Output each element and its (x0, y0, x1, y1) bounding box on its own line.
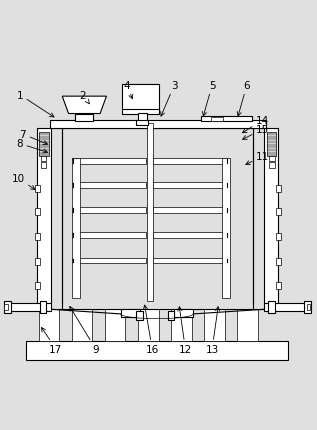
Text: 9: 9 (70, 307, 99, 354)
Bar (222, 158, 230, 298)
Bar (4, 301, 11, 313)
Bar (72, 233, 146, 239)
Bar (39, 310, 59, 341)
Text: 5: 5 (203, 81, 216, 117)
Bar (105, 310, 125, 341)
Bar (153, 258, 227, 264)
Bar (264, 129, 278, 305)
Bar (72, 158, 80, 298)
Text: 8: 8 (16, 139, 48, 154)
Bar (35, 208, 40, 215)
Bar (275, 233, 281, 240)
Text: 14: 14 (243, 116, 269, 133)
Bar (153, 208, 227, 213)
Bar (40, 301, 47, 313)
Bar (275, 282, 281, 289)
Bar (138, 113, 147, 122)
Text: 17: 17 (42, 328, 62, 354)
Bar (26, 341, 288, 360)
Text: 4: 4 (124, 81, 133, 99)
Bar (122, 110, 158, 114)
Text: 6: 6 (237, 81, 250, 117)
Bar (237, 310, 258, 341)
Bar (72, 208, 146, 213)
Bar (269, 163, 275, 169)
Text: 11: 11 (246, 152, 269, 165)
Bar (72, 258, 146, 264)
Bar (153, 233, 227, 239)
Bar (275, 186, 281, 193)
Bar (121, 310, 139, 317)
Bar (35, 186, 40, 193)
Text: 3: 3 (161, 81, 178, 117)
Bar (153, 183, 227, 188)
Bar (210, 118, 223, 122)
Bar (201, 117, 252, 122)
Text: 13: 13 (205, 307, 220, 354)
Bar (72, 183, 146, 188)
Bar (275, 208, 281, 215)
Bar (35, 258, 40, 265)
Bar (72, 159, 146, 165)
Bar (267, 133, 276, 157)
Bar (35, 282, 40, 289)
Bar (4, 305, 8, 310)
Bar (168, 311, 174, 320)
Text: 7: 7 (19, 130, 48, 145)
Bar (50, 120, 266, 129)
Bar (72, 310, 92, 341)
Bar (307, 305, 310, 310)
Bar (41, 163, 47, 169)
Bar (264, 303, 310, 311)
Bar (153, 159, 227, 165)
Text: 15: 15 (243, 125, 269, 140)
Text: 2: 2 (80, 90, 89, 104)
Bar (41, 157, 47, 162)
Text: 16: 16 (143, 305, 159, 354)
Text: 12: 12 (178, 307, 192, 354)
Bar (268, 301, 275, 313)
Bar (37, 129, 51, 305)
Bar (171, 310, 192, 341)
Bar (138, 310, 158, 341)
Bar (275, 258, 281, 265)
Bar (122, 84, 158, 111)
Text: 10: 10 (11, 174, 35, 190)
Bar (269, 157, 275, 162)
Bar (136, 311, 143, 320)
Bar (146, 124, 153, 301)
Bar (136, 121, 148, 125)
Bar (174, 310, 193, 317)
Bar (35, 233, 40, 240)
Bar (39, 133, 49, 157)
Bar (304, 301, 311, 313)
Bar (204, 310, 225, 341)
Bar (75, 114, 93, 122)
Bar (5, 303, 51, 311)
Polygon shape (62, 97, 107, 114)
Text: 1: 1 (16, 90, 54, 118)
